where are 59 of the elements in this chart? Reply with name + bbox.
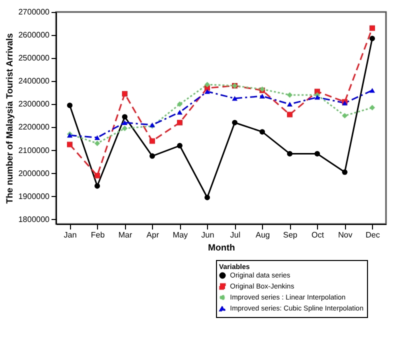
y-tick-label: 2300000 [18, 100, 50, 109]
x-axis-title: Month [208, 242, 235, 252]
x-tick-label: Oct [312, 230, 325, 240]
y-tick-label: 1800000 [18, 214, 50, 224]
y-tick-label: 2600000 [18, 30, 50, 40]
point [204, 82, 210, 88]
point [287, 112, 292, 118]
point [260, 94, 265, 98]
point [287, 102, 292, 107]
point [370, 25, 375, 31]
point [122, 126, 128, 132]
x-tick-label: Nov [338, 230, 352, 240]
point [150, 153, 155, 159]
point [204, 194, 210, 200]
point [370, 36, 375, 42]
x-tick-label: Feb [90, 230, 106, 240]
point [177, 142, 182, 148]
point [342, 112, 348, 118]
y-tick-label: 2100000 [18, 146, 50, 155]
point [314, 94, 320, 100]
x-tick-label: Sep [283, 230, 298, 240]
x-tick-label: Jul [230, 230, 241, 240]
point [122, 91, 128, 97]
x-tick-label: Mar [118, 230, 132, 240]
point [94, 135, 100, 140]
point [67, 142, 72, 148]
point [314, 150, 320, 156]
x-tick-label: Jun [201, 230, 214, 240]
point [370, 104, 375, 110]
point [94, 183, 100, 189]
point [287, 92, 292, 98]
point [370, 88, 375, 93]
x-tick-label: Aug [256, 230, 270, 240]
point [122, 120, 128, 125]
point [67, 102, 72, 108]
y-tick-label: 2500000 [18, 54, 50, 63]
point [150, 138, 155, 144]
point [232, 120, 238, 126]
y-tick-label: 2000000 [18, 168, 50, 178]
point [94, 172, 100, 178]
point [94, 140, 100, 146]
x-tick-label: May [172, 230, 188, 240]
point [177, 101, 182, 107]
point [287, 150, 292, 156]
x-tick-label: Dec [366, 230, 380, 240]
x-tick-label: Jan [64, 230, 77, 240]
point [232, 96, 238, 101]
point [204, 89, 210, 94]
y-axis-title: The number of Malaysia Tourist Arrivals [4, 33, 14, 204]
y-tick-label: 1900000 [18, 192, 50, 201]
point [342, 169, 348, 175]
y-tick-label: 2200000 [18, 122, 50, 132]
point [177, 110, 182, 115]
point [177, 120, 182, 126]
y-tick-label: 2400000 [18, 76, 50, 86]
point [122, 114, 128, 120]
x-tick-label: Apr [146, 230, 160, 240]
point [260, 129, 265, 135]
y-tick-label: 2700000 [18, 8, 50, 16]
